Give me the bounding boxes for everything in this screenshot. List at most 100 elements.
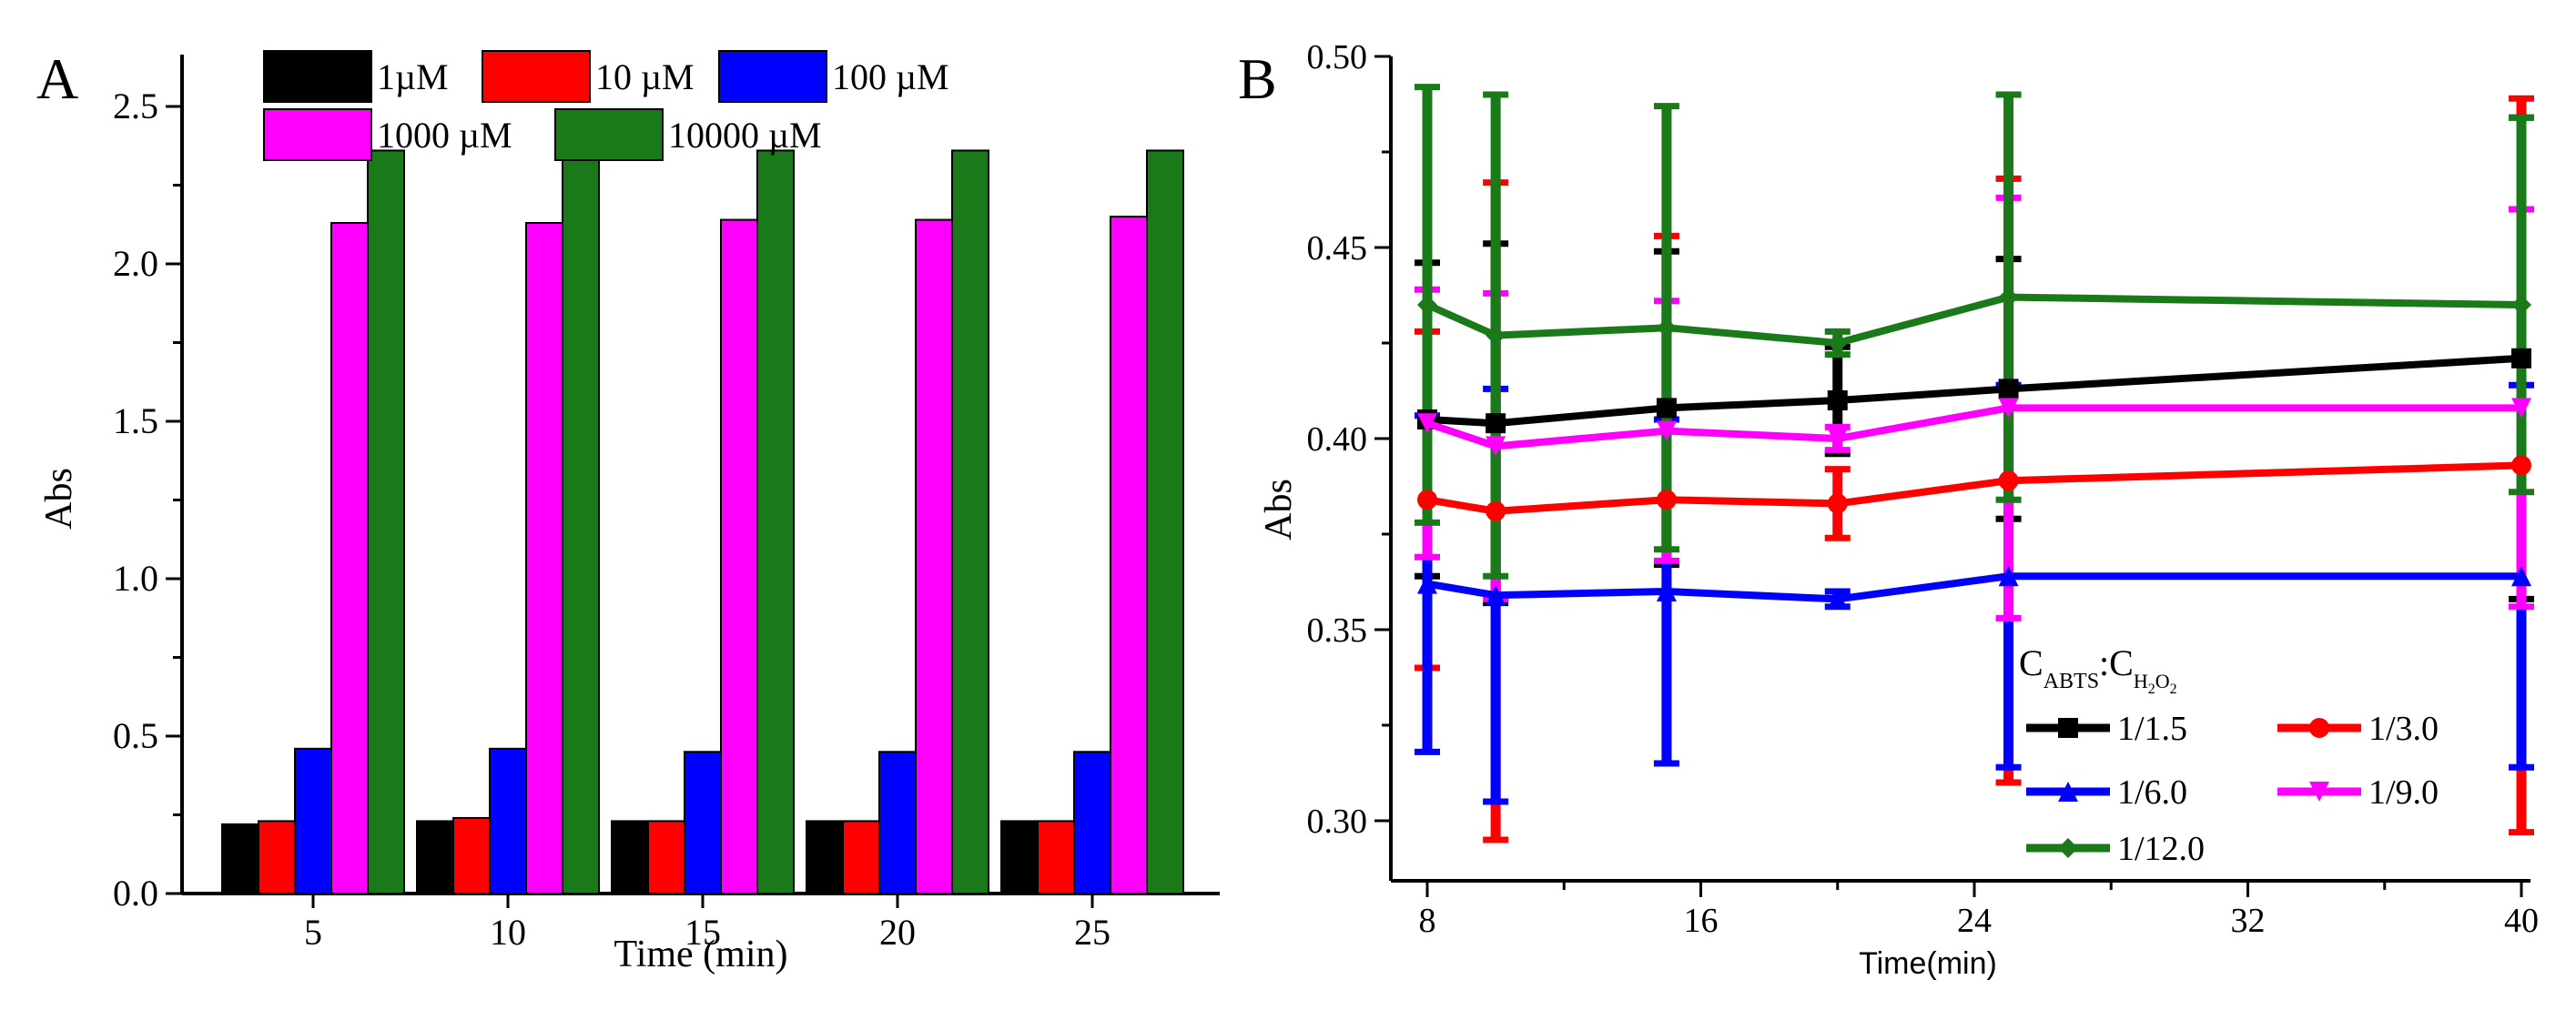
marker: [1486, 436, 1506, 457]
bar: [294, 747, 332, 895]
marker: [1998, 287, 2019, 308]
bar: [951, 149, 989, 894]
legend-label: 10000 µM: [668, 115, 822, 156]
x-tick-label: 24: [1957, 902, 1992, 940]
bar: [842, 820, 880, 894]
marker: [1998, 379, 2019, 399]
marker: [1827, 429, 1848, 449]
x-tick-label: 20: [879, 912, 916, 953]
marker: [2058, 718, 2078, 738]
marker: [1656, 420, 1677, 441]
bar: [330, 222, 369, 894]
marker: [1656, 490, 1677, 510]
bar: [1000, 820, 1039, 894]
series-line: [1425, 293, 2522, 348]
marker: [2511, 398, 2531, 419]
bar: [684, 751, 722, 894]
bar: [489, 747, 527, 895]
x-tick-label: 10: [490, 912, 526, 953]
panel-b: B 0.30 0.35 0.40 0.45 0.50 8 16 24 32 40 Time(min)…: [1238, 38, 2539, 981]
y-tick-label: 0.50: [1307, 38, 1368, 76]
marker: [2309, 782, 2329, 802]
x-tick-label: 5: [304, 912, 322, 953]
bar: [1037, 820, 1075, 894]
legend-label: 1/1.5: [2117, 710, 2187, 748]
legend-title-part: ABTS: [2044, 670, 2099, 693]
series-line: [1426, 354, 2522, 428]
marker: [1656, 398, 1677, 419]
legend-label: 1/9.0: [2368, 773, 2439, 812]
marker: [1656, 581, 1677, 601]
bar: [611, 820, 649, 894]
bar: [756, 149, 795, 894]
legend-label: 1/6.0: [2117, 773, 2187, 812]
series-line: [1425, 404, 2521, 450]
y-axis-title: Abs: [1258, 479, 1300, 540]
marker: [1827, 589, 1848, 610]
marker: [1998, 398, 2019, 419]
marker: [2058, 838, 2078, 858]
bar: [1110, 216, 1148, 895]
legend-title-part: H: [2134, 670, 2148, 692]
legend-title-part: 2: [2148, 682, 2155, 697]
y-tick-label: 1.0: [113, 558, 158, 599]
marker: [1998, 566, 2019, 587]
bar: [525, 222, 563, 894]
legend-swatch: [263, 50, 372, 103]
marker: [1486, 413, 1506, 434]
x-tick-label: 40: [2504, 902, 2539, 940]
marker: [2511, 566, 2531, 587]
marker: [1417, 490, 1437, 510]
legend-label: 1µM: [377, 56, 449, 97]
y-tick-label: 1.5: [113, 400, 158, 441]
legend-title-part: :: [2099, 642, 2109, 683]
marker: [2511, 455, 2531, 476]
marker: [1417, 573, 1437, 594]
legend-label: 1/3.0: [2368, 710, 2439, 748]
marker: [2511, 295, 2531, 315]
legend-label: 1/12.0: [2117, 830, 2205, 868]
bar: [258, 820, 296, 894]
legend-title-part: O: [2155, 670, 2170, 692]
series-line: [1426, 572, 2521, 603]
y-tick-label: 0.35: [1307, 611, 1368, 650]
legend-title-part: C: [2109, 642, 2134, 683]
marker: [1827, 390, 1848, 410]
panel-a-letter: A: [36, 46, 78, 111]
marker: [2309, 718, 2329, 738]
marker: [1486, 325, 1506, 346]
marker: [2058, 782, 2078, 802]
series-line: [1426, 461, 2522, 515]
bar: [221, 823, 259, 895]
legend-swatch: [718, 50, 827, 103]
legend-swatch: [554, 108, 664, 161]
y-tick-label: 0.0: [113, 873, 158, 914]
legend-label: 1000 µM: [377, 115, 512, 156]
bar: [806, 820, 844, 894]
y-tick-label: 2.5: [113, 86, 158, 126]
x-tick-label: 8: [1419, 902, 1436, 940]
x-axis-title: Time(min): [1859, 946, 1997, 981]
panel-a: A 0.0 0.5 1.0 1.5 2.0 2.5 5 10 15 20 25 Time (min) A…: [36, 46, 1220, 975]
marker: [1486, 500, 1506, 521]
legend-swatch: [263, 108, 372, 161]
bar: [720, 218, 758, 894]
bar: [367, 149, 405, 894]
panel-b-letter: B: [1238, 46, 1277, 111]
legend-title-part: 2: [2170, 682, 2177, 697]
x-tick-label: 16: [1684, 902, 1719, 940]
y-tick-label: 0.40: [1307, 420, 1368, 459]
bar: [1073, 751, 1111, 894]
legend-title: CABTS:CH2O2: [2019, 642, 2177, 697]
marker: [1998, 470, 2019, 491]
marker: [2511, 348, 2531, 369]
legend-title-part: C: [2019, 642, 2044, 683]
x-tick-label: 15: [685, 912, 721, 953]
bar: [562, 149, 600, 894]
x-tick-label: 25: [1074, 912, 1111, 953]
y-tick-label: 0.5: [113, 715, 158, 756]
marker: [1486, 585, 1506, 606]
x-tick-label: 32: [2231, 902, 2266, 940]
legend-label: 10 µM: [595, 56, 695, 97]
